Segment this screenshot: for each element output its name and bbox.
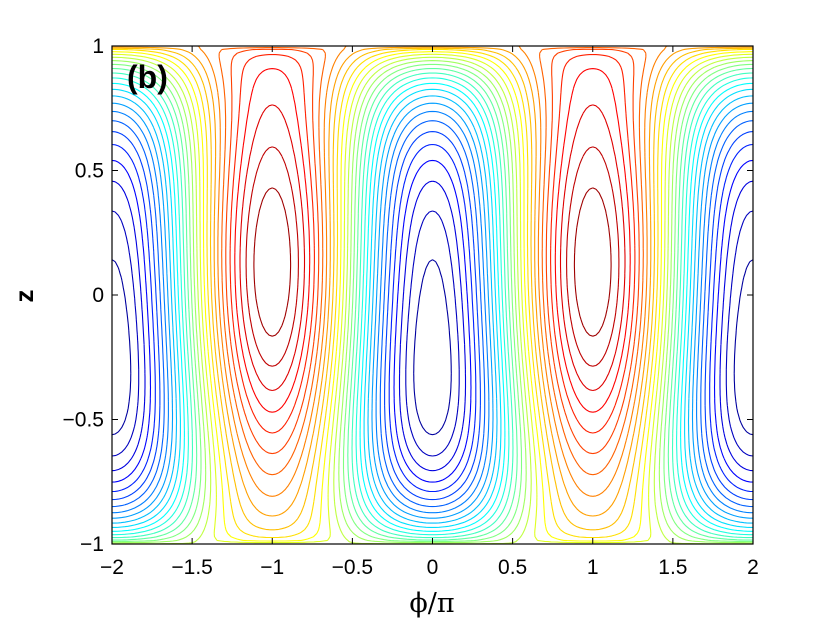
x-tick-label: 0 bbox=[427, 556, 439, 579]
contour-level bbox=[111, 88, 754, 528]
contour-level bbox=[111, 95, 754, 524]
contour-lines bbox=[111, 45, 754, 545]
x-tick-label: −1.5 bbox=[171, 556, 212, 579]
contour-level bbox=[111, 210, 754, 457]
contour-level bbox=[229, 53, 636, 434]
contour-level bbox=[245, 146, 620, 367]
contour-level bbox=[111, 120, 754, 508]
contour-level bbox=[111, 110, 754, 514]
contour-level bbox=[112, 51, 753, 542]
contour-level bbox=[111, 143, 754, 493]
x-tick-label: −2 bbox=[100, 556, 124, 579]
contour-level bbox=[253, 187, 612, 337]
contour-level bbox=[111, 159, 754, 483]
contour-level bbox=[234, 68, 631, 413]
x-tick-label: 1.5 bbox=[658, 556, 687, 579]
contour-level bbox=[239, 104, 626, 392]
contour-level bbox=[112, 46, 753, 517]
contour-level bbox=[112, 63, 753, 543]
x-tick-label: 0.5 bbox=[498, 556, 527, 579]
contour-level bbox=[111, 72, 754, 539]
contour-level bbox=[225, 48, 640, 455]
contour-level bbox=[111, 131, 754, 501]
contour-level bbox=[112, 48, 753, 539]
y-tick-label: 0 bbox=[92, 284, 104, 307]
contour-level bbox=[111, 67, 754, 541]
x-axis-label: ϕ/π bbox=[409, 588, 454, 619]
contour-level bbox=[111, 102, 754, 519]
contour-level bbox=[111, 259, 754, 436]
x-tick-label: 2 bbox=[747, 556, 759, 579]
contour-level bbox=[218, 47, 647, 476]
x-tick-label: −0.5 bbox=[332, 556, 373, 579]
y-tick-label: −0.5 bbox=[63, 409, 104, 432]
axis-ticks: −2 −1.5 −1 −0.5 0 0.5 1 1.5 2 −1 −0.5 0 0.5 1 bbox=[63, 35, 759, 579]
contour-level bbox=[112, 47, 753, 531]
y-tick-label: −1 bbox=[80, 533, 104, 556]
contour-level bbox=[111, 180, 754, 472]
y-tick-label: 0.5 bbox=[75, 160, 104, 183]
contour-level bbox=[111, 77, 754, 536]
x-tick-label: −1 bbox=[260, 556, 284, 579]
contour-level bbox=[111, 60, 754, 544]
x-tick-label: 1 bbox=[587, 556, 599, 579]
contour-level bbox=[112, 82, 753, 532]
panel-label: (b) bbox=[127, 59, 168, 95]
y-tick-label: 1 bbox=[92, 35, 104, 58]
y-axis-label: z bbox=[9, 290, 39, 303]
contour-level bbox=[112, 53, 753, 544]
